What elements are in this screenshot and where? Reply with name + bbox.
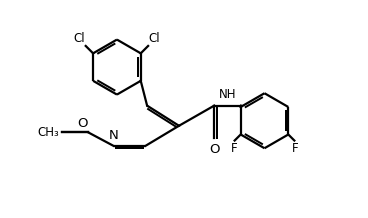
Text: O: O (77, 117, 88, 130)
Text: F: F (292, 142, 298, 155)
Text: O: O (209, 143, 219, 156)
Text: Cl: Cl (74, 32, 85, 45)
Text: F: F (231, 142, 237, 155)
Text: CH₃: CH₃ (38, 126, 60, 139)
Text: NH: NH (219, 88, 236, 101)
Text: Cl: Cl (149, 32, 160, 45)
Text: N: N (109, 129, 118, 141)
